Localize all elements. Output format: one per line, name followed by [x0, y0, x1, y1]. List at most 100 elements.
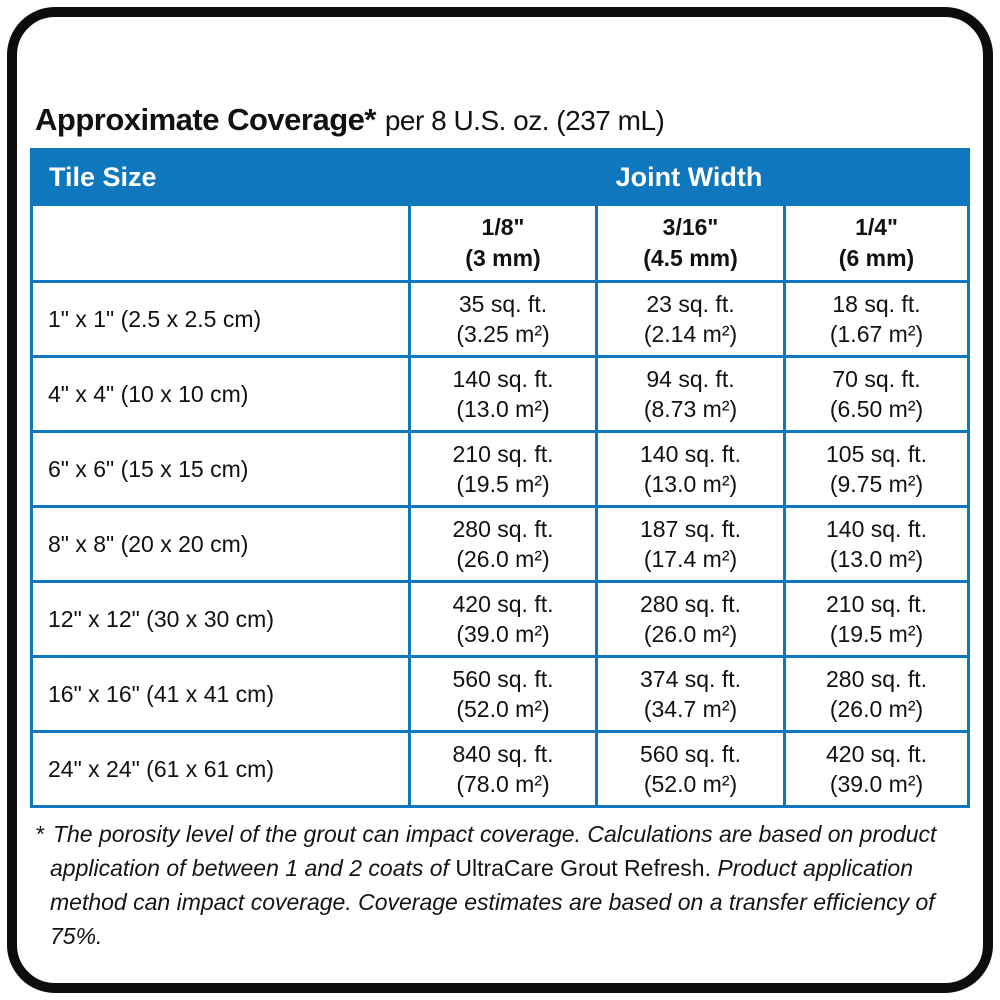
coverage-sqft: 140 sq. ft.: [826, 516, 928, 542]
page-title: Approximate Coverage* per 8 U.S. oz. (23…: [35, 101, 665, 138]
coverage-cell: 420 sq. ft. (39.0 m²): [782, 730, 971, 808]
coverage-sqft: 23 sq. ft.: [646, 291, 735, 317]
footnote: * The porosity level of the grout can imp…: [35, 817, 980, 953]
subheader-joint-width-1-4: 1/4" (6 mm): [782, 203, 971, 283]
footnote-text: Product application: [710, 855, 913, 881]
coverage-m2: (26.0 m²): [456, 546, 550, 572]
joint-width-mm: (3 mm): [465, 245, 541, 271]
coverage-sqft: 374 sq. ft.: [639, 666, 741, 692]
coverage-m2: (6.50 m²): [829, 396, 924, 422]
coverage-table: Tile Size Joint Width 1/8" (3 mm) 3/16" …: [30, 148, 971, 808]
coverage-m2: (78.0 m²): [456, 771, 550, 797]
coverage-m2: (1.67 m²): [829, 321, 924, 347]
coverage-m2: (52.0 m²): [643, 771, 738, 797]
coverage-sqft: 280 sq. ft.: [639, 591, 741, 617]
coverage-sqft: 210 sq. ft.: [452, 441, 554, 467]
coverage-sqft: 560 sq. ft.: [639, 741, 741, 767]
table-row-6x6: 6" x 6" (15 x 15 cm) 210 sq. ft. (19.5 m²…: [30, 430, 971, 508]
joint-width-inches: 1/4": [855, 214, 898, 240]
column-header-tile-size: Tile Size: [30, 148, 411, 206]
page-title-suffix: per 8 U.S. oz. (237 mL): [384, 105, 665, 137]
coverage-m2: (52.0 m²): [456, 696, 550, 722]
tile-size-cell: 6" x 6" (15 x 15 cm): [30, 430, 411, 508]
footnote-asterisk: *: [35, 821, 44, 847]
table-row-16x16: 16" x 16" (41 x 41 cm) 560 sq. ft. (52.0 …: [30, 655, 971, 733]
tile-size-cell: 24" x 24" (61 x 61 cm): [30, 730, 411, 808]
coverage-cell: 280 sq. ft. (26.0 m²): [782, 655, 971, 733]
table-row-1x1: 1" x 1" (2.5 x 2.5 cm) 35 sq. ft. (3.25 m…: [30, 280, 971, 358]
coverage-cell: 35 sq. ft. (3.25 m²): [408, 280, 598, 358]
tile-size-cell: 1" x 1" (2.5 x 2.5 cm): [30, 280, 411, 358]
coverage-m2: (9.75 m²): [829, 471, 924, 497]
joint-width-mm: (4.5 mm): [643, 245, 738, 271]
coverage-cell: 105 sq. ft. (9.75 m²): [782, 430, 971, 508]
coverage-cell: 187 sq. ft. (17.4 m²): [595, 505, 786, 583]
coverage-m2: (8.73 m²): [643, 396, 738, 422]
coverage-cell: 560 sq. ft. (52.0 m²): [595, 730, 786, 808]
tile-size-cell: 8" x 8" (20 x 20 cm): [30, 505, 411, 583]
coverage-cell: 70 sq. ft. (6.50 m²): [782, 355, 971, 433]
coverage-m2: (13.0 m²): [643, 471, 738, 497]
coverage-cell: 23 sq. ft. (2.14 m²): [595, 280, 786, 358]
footnote-line-1: * The porosity level of the grout can imp…: [35, 817, 980, 851]
coverage-cell: 280 sq. ft. (26.0 m²): [408, 505, 598, 583]
footnote-line-3: method can impact coverage. Coverage est…: [35, 885, 980, 953]
coverage-sqft: 94 sq. ft.: [646, 366, 735, 392]
coverage-m2: (39.0 m²): [456, 621, 550, 647]
coverage-sqft: 18 sq. ft.: [832, 291, 921, 317]
coverage-cell: 560 sq. ft. (52.0 m²): [408, 655, 598, 733]
coverage-cell: 210 sq. ft. (19.5 m²): [408, 430, 598, 508]
tile-size-cell: 16" x 16" (41 x 41 cm): [30, 655, 411, 733]
coverage-cell: 280 sq. ft. (26.0 m²): [595, 580, 786, 658]
coverage-sqft: 140 sq. ft.: [452, 366, 554, 392]
coverage-m2: (19.5 m²): [829, 621, 924, 647]
coverage-cell: 420 sq. ft. (39.0 m²): [408, 580, 598, 658]
footnote-text: method can impact coverage. Coverage est…: [50, 889, 935, 949]
coverage-m2: (2.14 m²): [643, 321, 738, 347]
footnote-text: application of between 1 and 2 coats of: [50, 855, 456, 881]
joint-width-inches: 3/16": [662, 214, 719, 240]
subheader-joint-width-1-8: 1/8" (3 mm): [408, 203, 598, 283]
coverage-m2: (26.0 m²): [829, 696, 924, 722]
coverage-cell: 140 sq. ft. (13.0 m²): [782, 505, 971, 583]
coverage-sqft: 105 sq. ft.: [826, 441, 928, 467]
coverage-m2: (26.0 m²): [643, 621, 738, 647]
coverage-sqft: 140 sq. ft.: [639, 441, 741, 467]
table-subheader-row: 1/8" (3 mm) 3/16" (4.5 mm) 1/4" (6 mm): [30, 203, 971, 283]
page-title-main: Approximate Coverage*: [35, 102, 376, 138]
coverage-sqft: 70 sq. ft.: [832, 366, 921, 392]
footnote-line-2: application of between 1 and 2 coats of …: [35, 851, 980, 885]
coverage-cell: 840 sq. ft. (78.0 m²): [408, 730, 598, 808]
joint-width-mm: (6 mm): [838, 245, 915, 271]
coverage-sqft: 280 sq. ft.: [826, 666, 928, 692]
coverage-sqft: 280 sq. ft.: [452, 516, 554, 542]
subheader-joint-width-3-16: 3/16" (4.5 mm): [595, 203, 786, 283]
coverage-cell: 210 sq. ft. (19.5 m²): [782, 580, 971, 658]
coverage-sqft: 210 sq. ft.: [826, 591, 928, 617]
table-row-4x4: 4" x 4" (10 x 10 cm) 140 sq. ft. (13.0 m²…: [30, 355, 971, 433]
table-header-row: Tile Size Joint Width: [30, 148, 971, 206]
coverage-cell: 94 sq. ft. (8.73 m²): [595, 355, 786, 433]
coverage-sqft: 35 sq. ft.: [458, 291, 548, 317]
coverage-sqft: 560 sq. ft.: [452, 666, 554, 692]
coverage-m2: (34.7 m²): [643, 696, 738, 722]
table-row-12x12: 12" x 12" (30 x 30 cm) 420 sq. ft. (39.0 …: [30, 580, 971, 658]
coverage-m2: (13.0 m²): [829, 546, 924, 572]
footnote-product-name: UltraCare Grout Refresh.: [455, 855, 711, 881]
coverage-sqft: 420 sq. ft.: [826, 741, 928, 767]
coverage-cell: 140 sq. ft. (13.0 m²): [595, 430, 786, 508]
table-row-8x8: 8" x 8" (20 x 20 cm) 280 sq. ft. (26.0 m²…: [30, 505, 971, 583]
coverage-sqft: 420 sq. ft.: [452, 591, 554, 617]
footnote-text: The porosity level of the grout can impa…: [52, 821, 937, 847]
coverage-m2: (19.5 m²): [456, 471, 550, 497]
coverage-sqft: 187 sq. ft.: [639, 516, 741, 542]
coverage-sqft: 840 sq. ft.: [452, 741, 554, 767]
table-row-24x24: 24" x 24" (61 x 61 cm) 840 sq. ft. (78.0 …: [30, 730, 971, 808]
coverage-cell: 18 sq. ft. (1.67 m²): [782, 280, 971, 358]
coverage-m2: (17.4 m²): [643, 546, 738, 572]
coverage-cell: 140 sq. ft. (13.0 m²): [408, 355, 598, 433]
tile-size-cell: 12" x 12" (30 x 30 cm): [30, 580, 411, 658]
coverage-m2: (13.0 m²): [456, 396, 550, 422]
coverage-cell: 374 sq. ft. (34.7 m²): [595, 655, 786, 733]
joint-width-inches: 1/8": [481, 214, 525, 240]
